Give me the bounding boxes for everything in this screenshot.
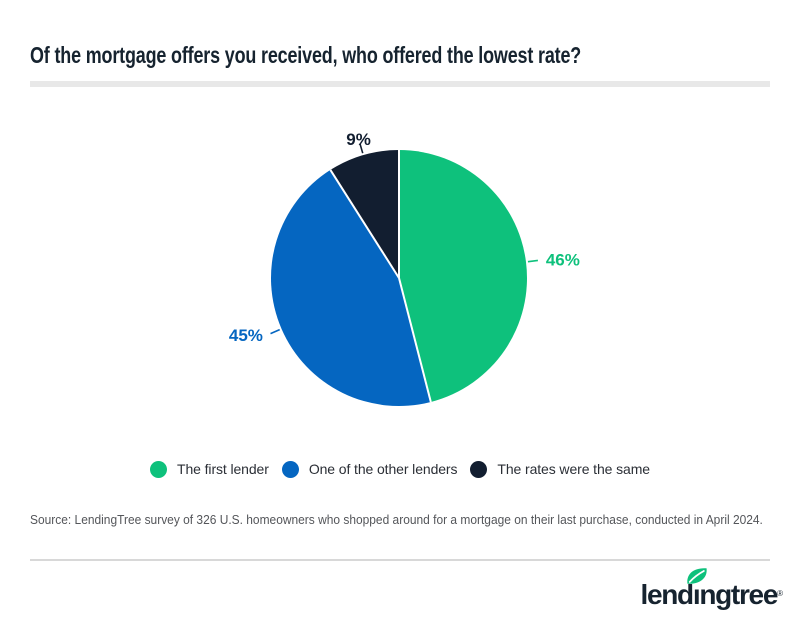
pie-slice-2 (330, 150, 399, 278)
title-divider (30, 81, 770, 87)
leaf-icon (687, 568, 707, 584)
pie-leader-line (359, 143, 364, 154)
footer-divider (30, 559, 770, 561)
wordmark-part-i: ı (687, 568, 707, 609)
pie-slice-1 (271, 169, 431, 406)
wordmark-part: lend (640, 579, 694, 610)
pie-value-label-1: 45% (229, 326, 263, 345)
chart-figure: 46% 45% 9% (0, 120, 800, 460)
legend-label: One of the other lenders (308, 461, 458, 477)
legend-label: The rates were the same (497, 461, 650, 477)
legend-label: The first lender (177, 461, 269, 477)
pie-leader-line (270, 328, 281, 335)
chart-legend: The first lender One of the other lenders… (0, 458, 800, 480)
legend-item-1: One of the other lenders (281, 460, 458, 478)
page-title: Of the mortgage offers you received, who… (30, 42, 582, 68)
pie-leader-line (527, 259, 538, 263)
legend-item-0: The first lender (150, 460, 269, 478)
registered-mark-icon: ® (777, 589, 783, 598)
brand-logo: lendı ngtree® (640, 568, 783, 615)
legend-swatch-icon (470, 460, 488, 478)
slice-divider (329, 169, 400, 279)
legend-swatch-icon (150, 460, 168, 478)
wordmark-part: ngtree (699, 579, 778, 610)
pie-slice-0 (399, 150, 527, 402)
brand-wordmark: lendı ngtree® (640, 568, 783, 610)
pie-value-label-2: 9% (346, 130, 371, 149)
pie-chart: 46% 45% 9% (229, 130, 580, 406)
source-note: Source: LendingTree survey of 326 U.S. h… (30, 512, 763, 527)
legend-item-2: The rates were the same (470, 460, 650, 478)
slice-divider (398, 277, 432, 403)
legend-swatch-icon (281, 460, 299, 478)
pie-value-label-0: 46% (546, 250, 580, 269)
